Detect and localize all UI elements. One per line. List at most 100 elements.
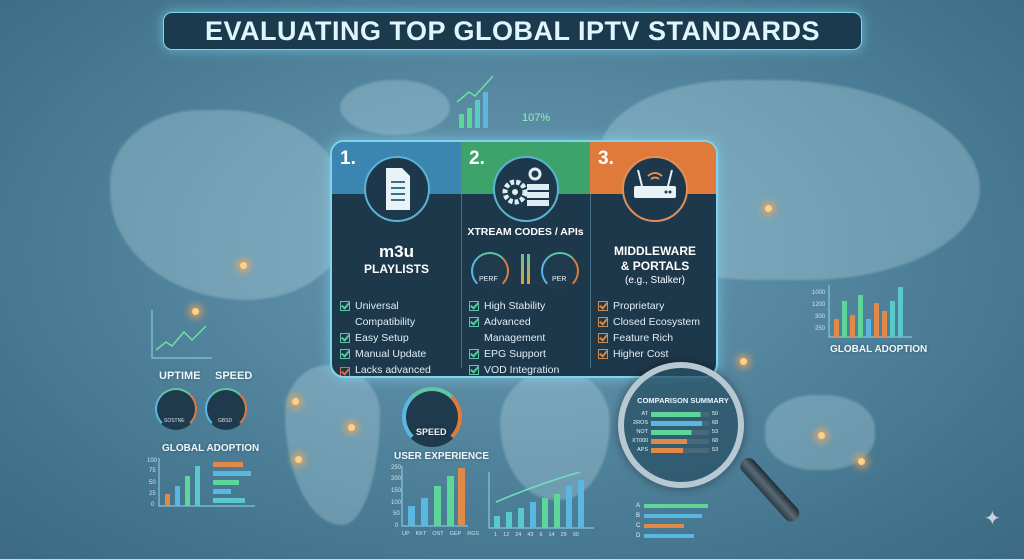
bar [542, 498, 548, 528]
growth-stat: 107% [522, 112, 551, 124]
feature-list: High Stability Advanced Management EPG S… [469, 298, 590, 376]
list-item: High Stability [469, 298, 590, 314]
list-item: Higher Cost [598, 346, 700, 362]
speed-gauge-icon [205, 388, 247, 430]
speed-gauge-icon [402, 387, 462, 447]
global-adoption-label: GLOBAL ADOPTION [830, 344, 928, 355]
uptime-label: UPTIME [159, 370, 201, 382]
summary-row: 2ROS 68 [633, 420, 719, 426]
growth-mini-chart [456, 75, 494, 128]
ux-x-axis: UP KKT OST GEP RGS [402, 531, 480, 537]
bar [185, 476, 190, 506]
network-node [818, 432, 825, 439]
level-bar [527, 254, 530, 284]
gauge-label: GBSD [218, 418, 233, 424]
gauge-label: PER [552, 276, 567, 283]
checkbox-icon [340, 349, 350, 359]
column-title: MIDDLEWARE [614, 244, 696, 258]
bar [554, 494, 560, 528]
checkbox-icon [598, 333, 608, 343]
list-item: Feature Rich [598, 330, 700, 346]
hbar [213, 462, 243, 467]
trend-arrow [495, 472, 581, 503]
checkbox-icon [598, 317, 608, 327]
network-node [295, 456, 302, 463]
map-greenland [340, 80, 450, 135]
column-xtream: 2. XTREAM CODES / APIs PERF PER High Sta… [461, 142, 590, 376]
trend-arrow [456, 75, 494, 103]
line-chart-monitor [151, 310, 212, 359]
bar [866, 319, 871, 337]
column-subtitle: PLAYLISTS [364, 262, 429, 276]
column-number: 3. [598, 148, 614, 169]
bar [483, 92, 488, 128]
hbar [213, 498, 245, 503]
bar [467, 108, 472, 128]
summary-row: XT000 68 [632, 438, 719, 444]
gauge-label: SOSTNE [164, 418, 185, 424]
bar [175, 486, 180, 506]
legend: A B C D [636, 501, 709, 541]
comparison-summary-title: COMPARISON SUMMARY [637, 396, 729, 405]
column-subtitle: (e.g., Stalker) [624, 275, 686, 286]
bar [890, 301, 895, 337]
bar [842, 301, 847, 337]
uptime-gauge-icon [155, 388, 197, 430]
network-node [740, 358, 747, 365]
list-item: Lacks advanced features [340, 364, 461, 376]
bar [874, 303, 879, 337]
speed-label: SPEED [416, 427, 447, 437]
network-node [292, 398, 299, 405]
checkbox-icon [469, 365, 479, 375]
bar [408, 506, 415, 526]
bar [165, 494, 170, 506]
checkbox-icon [469, 301, 479, 311]
bar [195, 466, 200, 506]
list-item: Easy Setup [340, 330, 461, 346]
feature-list: Universal Compatibility Easy Setup Manua… [340, 298, 461, 376]
user-experience-chart [401, 466, 468, 527]
hbar [213, 471, 251, 476]
hbar [213, 480, 239, 485]
bar [475, 100, 480, 128]
network-node [858, 458, 865, 465]
summary-row: AT 50 [641, 411, 719, 417]
legend-item: C [636, 521, 708, 531]
map-africa [500, 370, 610, 500]
list-item: VOD Integration [469, 362, 590, 376]
list-item: Universal Compatibility [340, 298, 461, 330]
bar [421, 498, 428, 526]
summary-row: NOT 53 [636, 429, 719, 435]
feature-list: Proprietary Closed Ecosystem Feature Ric… [598, 298, 700, 362]
checkbox-icon [340, 333, 350, 343]
speed-label: SPEED [215, 370, 253, 382]
bar [434, 486, 441, 526]
bar [494, 516, 500, 528]
list-item: Proprietary [598, 298, 700, 314]
router-icon [622, 156, 688, 222]
comparison-summary-rows: AT 50 2ROS 68 NOT 53 XT000 68 APS 53 [632, 410, 718, 455]
bar [858, 295, 863, 337]
column-number: 1. [340, 148, 356, 169]
right-global-adoption-chart [828, 285, 912, 338]
bar [459, 114, 464, 128]
level-bar [521, 254, 524, 284]
document-list-icon [364, 156, 430, 222]
network-node [765, 205, 772, 212]
list-item: EPG Support [469, 346, 590, 362]
network-node [240, 262, 247, 269]
bar [518, 508, 524, 528]
checkbox-icon [598, 349, 608, 359]
legend-item: A [636, 501, 709, 511]
gauge-label: PERF [479, 276, 498, 283]
column-middleware: 3. MIDDLEWARE & PORTALS (e.g., Stalker) … [590, 142, 716, 376]
bar [506, 512, 512, 528]
legend-item: B [636, 511, 708, 521]
user-experience-label: USER EXPERIENCE [394, 451, 490, 462]
per-gauge-icon [541, 252, 579, 290]
bar [834, 319, 839, 337]
checkbox-icon [469, 317, 479, 327]
magnifier-icon: COMPARISON SUMMARY AT 50 2ROS 68 NOT 53 XT0… [618, 362, 744, 488]
checkbox-icon [469, 349, 479, 359]
bar [850, 315, 855, 337]
